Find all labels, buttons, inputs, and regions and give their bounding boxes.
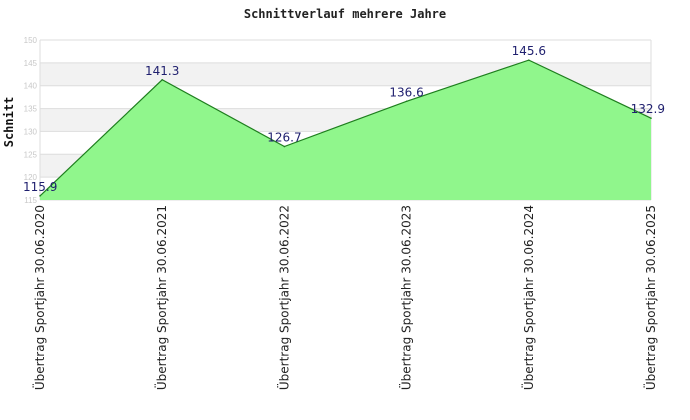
x-tick-labels: Übertrag Sportjahr 30.06.2020 Übertrag Sp… <box>31 205 658 390</box>
x-tick-label: Übertrag Sportjahr 30.06.2025 <box>642 205 658 390</box>
data-point <box>283 145 286 148</box>
y-tick-label: 115 <box>24 196 37 205</box>
data-label: 126.7 <box>267 131 301 145</box>
data-point <box>528 59 530 61</box>
data-label: 136.6 <box>389 85 423 99</box>
y-tick-label: 130 <box>24 127 38 136</box>
data-point <box>405 100 408 103</box>
y-tick-label: 140 <box>24 82 38 91</box>
y-tick-labels: 115 120 125 130 135 140 145 150 <box>24 36 38 205</box>
x-tick-label: Übertrag Sportjahr 30.06.2023 <box>398 205 414 390</box>
data-label: 132.9 <box>631 102 665 116</box>
data-point <box>650 117 652 119</box>
series-line <box>39 59 652 197</box>
series-area <box>39 59 652 200</box>
y-tick-label: 150 <box>24 36 38 45</box>
x-tick-label: Übertrag Sportjahr 30.06.2022 <box>275 205 291 390</box>
area-fill <box>40 60 651 200</box>
y-tick-label: 145 <box>24 59 38 68</box>
chart-title: Schnittverlauf mehrere Jahre <box>244 7 446 21</box>
data-point <box>39 195 41 197</box>
band-145 <box>40 40 651 63</box>
y-tick-label: 125 <box>24 150 38 159</box>
data-labels: 115.9 141.3 126.7 136.6 145.6 132.9 <box>23 44 665 194</box>
y-tick-label: 120 <box>24 173 38 182</box>
data-label: 115.9 <box>23 180 57 194</box>
data-label: 145.6 <box>512 44 546 58</box>
x-tick-label: Übertrag Sportjahr 30.06.2020 <box>31 205 47 390</box>
y-axis-label: Schnitt <box>2 97 16 148</box>
data-point <box>161 78 163 81</box>
x-tick-label: Übertrag Sportjahr 30.06.2021 <box>153 205 169 390</box>
data-label: 141.3 <box>145 64 179 78</box>
y-tick-label: 135 <box>24 105 38 114</box>
x-tick-label: Übertrag Sportjahr 30.06.2024 <box>520 205 536 390</box>
